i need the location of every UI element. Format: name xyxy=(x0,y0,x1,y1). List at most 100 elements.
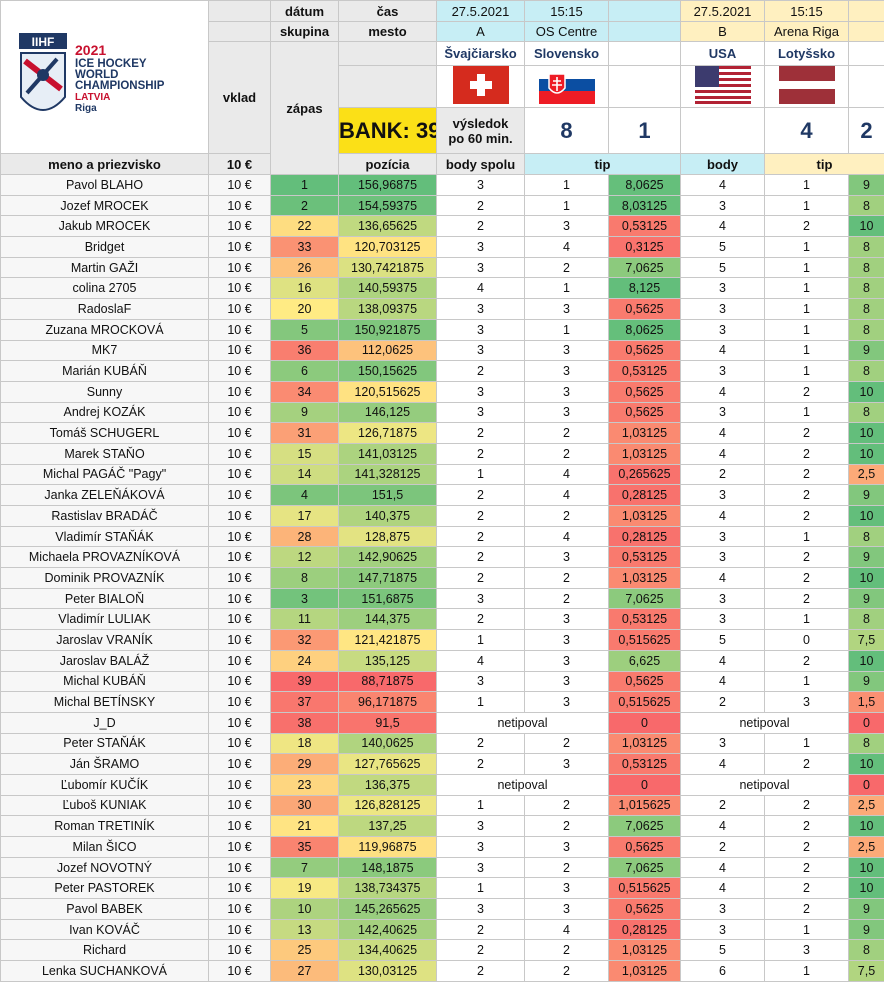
player-tip-2-away: 2 xyxy=(764,649,849,672)
player-tip-1-home: 2 xyxy=(436,567,525,589)
player-position: 12 xyxy=(270,546,339,569)
player-position: 7 xyxy=(270,856,339,879)
player-tip-2-away: 2 xyxy=(764,794,849,817)
player-tip-1-away: 4 xyxy=(524,484,609,506)
player-points-2: 9 xyxy=(848,174,884,196)
player-name: Marián KUBÁŇ xyxy=(0,360,209,382)
player-total: 120,703125 xyxy=(338,236,437,258)
table-row: Lenka SUCHANKOVÁ 10 €27 130,03125 2 2 1,03125… xyxy=(0,960,884,982)
player-tip-2-away: 1 xyxy=(764,360,849,382)
player-position: 36 xyxy=(270,339,339,362)
col-tip-2: tip xyxy=(764,153,884,175)
player-name: Pavol BABEK xyxy=(0,898,209,920)
m2-city: Arena Riga xyxy=(764,21,849,42)
player-points-2: 10 xyxy=(848,877,884,900)
player-total: 135,125 xyxy=(338,649,437,672)
player-name: Michaela PROVAZNÍKOVÁ xyxy=(0,546,209,569)
player-position: 38 xyxy=(270,711,339,734)
player-tip-2-away: 1 xyxy=(764,960,849,982)
player-points-1: 0,28125 xyxy=(608,918,681,941)
player-vklad: 10 € xyxy=(208,525,271,548)
table-row: J_D 10 €38 91,5 netipoval 0 netipoval 0 xyxy=(0,711,884,734)
player-vklad: 10 € xyxy=(208,877,271,900)
player-points-2: 10 xyxy=(848,567,884,589)
m1-date: 27.5.2021 xyxy=(436,0,525,22)
player-points-1: 0,3125 xyxy=(608,236,681,258)
player-tip-1-away: 2 xyxy=(524,256,609,279)
player-vklad: 10 € xyxy=(208,918,271,941)
player-vklad: 10 € xyxy=(208,960,271,982)
player-position: 15 xyxy=(270,442,339,465)
player-position: 2 xyxy=(270,194,339,217)
player-tip-1-home: 3 xyxy=(436,401,525,424)
player-position: 22 xyxy=(270,215,339,238)
table-row: Peter BIALOŇ 10 €3 151,6875 3 2 7,0625 3 2 9 xyxy=(0,587,884,610)
player-total: 140,375 xyxy=(338,505,437,527)
table-row: Rastislav BRADÁČ 10 €17 140,375 2 2 1,03125 4 2… xyxy=(0,505,884,527)
player-tip-1-away: 2 xyxy=(524,939,609,962)
player-tip-1-away: 2 xyxy=(524,794,609,817)
m2-score2: 2 xyxy=(848,107,884,154)
player-tip-2-away: 1 xyxy=(764,732,849,755)
player-points-2: 8 xyxy=(848,401,884,424)
player-total: 134,40625 xyxy=(338,939,437,962)
player-vklad: 10 € xyxy=(208,649,271,672)
player-points-1: 1,015625 xyxy=(608,794,681,817)
player-tip-2-home: 3 xyxy=(680,360,765,382)
player-points-1: 1,03125 xyxy=(608,505,681,527)
player-name: Zuzana MROCKOVÁ xyxy=(0,318,209,341)
m2-time: 15:15 xyxy=(764,0,849,22)
player-points-1: 0,5625 xyxy=(608,339,681,362)
col-tip-1: tip xyxy=(524,153,681,175)
player-points-1: 0,515625 xyxy=(608,629,681,651)
player-total: 141,03125 xyxy=(338,442,437,465)
player-position: 30 xyxy=(270,794,339,817)
m1-time: 15:15 xyxy=(524,0,609,22)
player-points-1: 0,53125 xyxy=(608,215,681,238)
player-name: Ivan KOVÁČ xyxy=(0,918,209,941)
player-tip-2-home: 4 xyxy=(680,174,765,196)
player-points-2: 2,5 xyxy=(848,463,884,486)
player-points-1: 7,0625 xyxy=(608,256,681,279)
player-points-2: 0 xyxy=(848,711,884,734)
player-tip-2-home: 4 xyxy=(680,649,765,672)
table-row: MK7 10 €36 112,0625 3 3 0,5625 4 1 9 xyxy=(0,339,884,362)
player-vklad: 10 € xyxy=(208,380,271,403)
player-tip-2-away: 1 xyxy=(764,608,849,631)
table-row: Peter STAŇÁK 10 €18 140,0625 2 2 1,03125 3 1 8 xyxy=(0,732,884,755)
player-points-1: 1,03125 xyxy=(608,939,681,962)
logo-line1: ICE HOCKEY xyxy=(75,57,147,70)
player-points-1: 0,28125 xyxy=(608,525,681,548)
player-total: 154,59375 xyxy=(338,194,437,217)
m1-score2: 1 xyxy=(608,107,681,154)
table-row: Vladimír LULIAK 10 €11 144,375 2 3 0,53125 3 1 8 xyxy=(0,608,884,631)
player-total: 150,921875 xyxy=(338,318,437,341)
switzerland-flag-icon xyxy=(436,65,525,108)
player-total: 140,0625 xyxy=(338,732,437,755)
player-tip-1-home: 2 xyxy=(436,484,525,506)
player-tip-1-home: 3 xyxy=(436,256,525,279)
player-tip-1-home: 2 xyxy=(436,918,525,941)
player-name: Milan ŠICO xyxy=(0,836,209,858)
player-points-2: 8 xyxy=(848,298,884,320)
player-tip-2-away: 1 xyxy=(764,277,849,300)
player-name: Pavol BLAHO xyxy=(0,174,209,196)
player-tip-2-away: 1 xyxy=(764,670,849,693)
player-points-1: 1,03125 xyxy=(608,960,681,982)
player-name: MK7 xyxy=(0,339,209,362)
player-tip-2-away: 2 xyxy=(764,567,849,589)
player-points-1: 0,5625 xyxy=(608,836,681,858)
table-row: Tomáš SCHUGERL 10 €31 126,71875 2 2 1,03125 4 2… xyxy=(0,422,884,444)
player-tip-1-away: 1 xyxy=(524,174,609,196)
player-tip-1-away: 4 xyxy=(524,236,609,258)
logo-line2: WORLD xyxy=(75,68,119,81)
player-position: 16 xyxy=(270,277,339,300)
player-tip-1-away: 2 xyxy=(524,505,609,527)
player-name: Michal BETÍNSKY xyxy=(0,691,209,713)
player-tip-2-home: 3 xyxy=(680,484,765,506)
player-total: 148,1875 xyxy=(338,856,437,879)
player-vklad: 10 € xyxy=(208,794,271,817)
player-tip-2-away: 1 xyxy=(764,918,849,941)
player-tip-1-home: 1 xyxy=(436,463,525,486)
player-tip-2-away: 2 xyxy=(764,815,849,837)
